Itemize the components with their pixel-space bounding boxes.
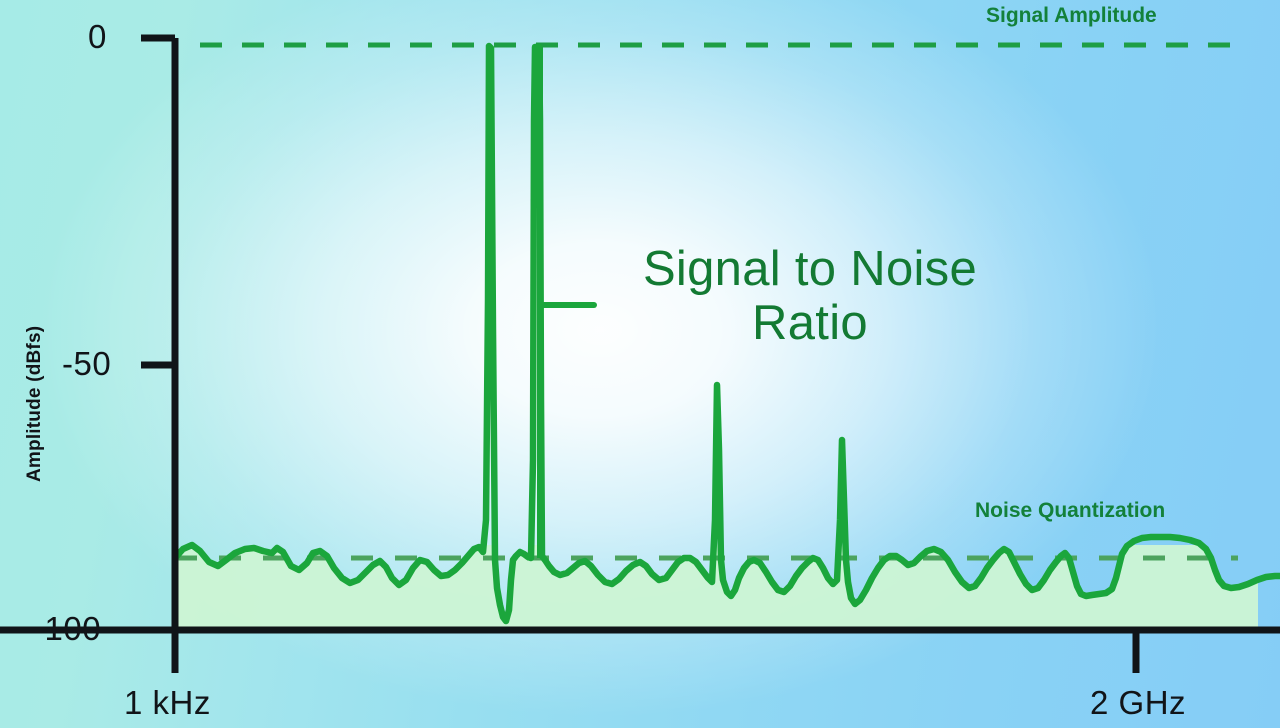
y-tick-label-0: 0 xyxy=(88,18,107,55)
x-tick-label-2ghz: 2 GHz xyxy=(1090,684,1187,721)
x-axis-ticks xyxy=(171,630,1140,673)
snr-bracket xyxy=(537,47,597,558)
y-axis-title: Amplitude (dBfs) xyxy=(24,325,45,482)
x-tick-label-1khz: 1 kHz xyxy=(124,684,211,721)
noise-quantization-label: Noise Quantization xyxy=(975,499,1166,522)
axis-lines xyxy=(0,38,1280,672)
y-axis-ticks xyxy=(141,34,175,634)
signal-to-noise-ratio-label: Signal to Noise Ratio xyxy=(642,242,978,350)
spectrum-trace xyxy=(171,42,1280,625)
y-tick-label-minus-100: -100 xyxy=(33,610,102,647)
noise-floor-fill xyxy=(175,545,1258,627)
signal-amplitude-label: Signal Amplitude xyxy=(986,4,1157,27)
y-tick-label-minus-50: -50 xyxy=(62,345,112,382)
